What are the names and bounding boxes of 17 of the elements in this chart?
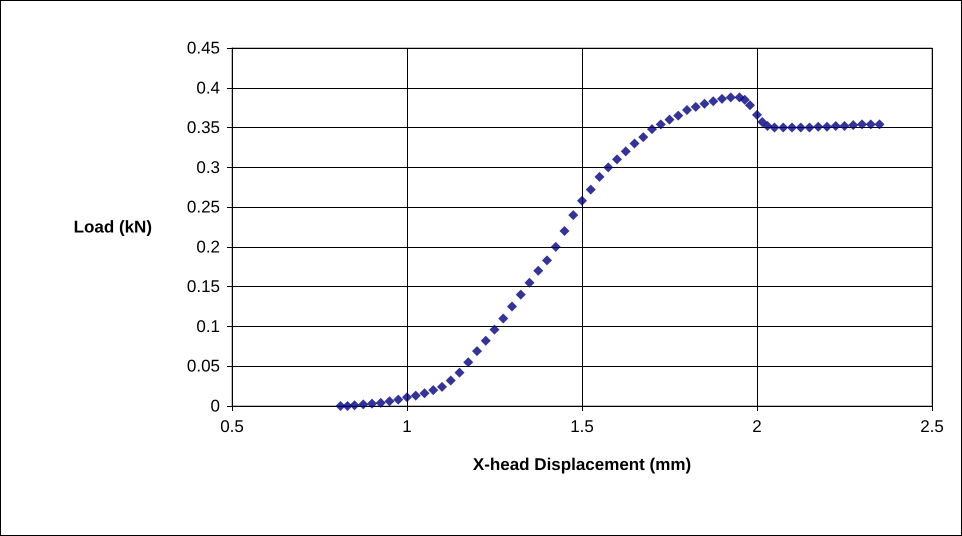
y-tick-label: 0.45: [186, 38, 220, 58]
y-tick-label: 0.3: [196, 158, 220, 177]
y-tick-label: 0.1: [196, 316, 220, 336]
y-tick-label: 0: [210, 396, 220, 416]
y-tick-label: 0.25: [186, 198, 220, 217]
x-tick-label: 1.5: [570, 417, 594, 436]
y-tick-label: 0.15: [186, 277, 220, 296]
x-tick-label: 1: [402, 417, 412, 436]
x-tick-label: 2.5: [920, 417, 944, 436]
x-axis-title: X-head Displacement (mm): [472, 455, 692, 474]
y-axis-title: Load (kN): [74, 218, 152, 236]
y-tick-label: 0.2: [196, 237, 220, 256]
y-tick-label: 0.05: [186, 356, 220, 376]
x-tick-label: 2: [752, 417, 762, 436]
y-tick-label: 0.4: [196, 78, 220, 98]
y-tick-label: 0.35: [186, 118, 220, 138]
x-tick-label: 0.5: [220, 417, 244, 436]
